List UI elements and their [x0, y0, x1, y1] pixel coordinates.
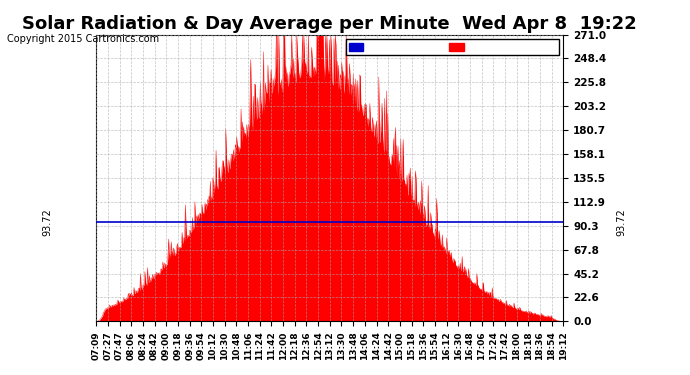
Text: 93.72: 93.72: [43, 209, 52, 236]
Text: Copyright 2015 Cartronics.com: Copyright 2015 Cartronics.com: [7, 34, 159, 44]
Text: 93.72: 93.72: [617, 209, 627, 236]
Title: Solar Radiation & Day Average per Minute  Wed Apr 8  19:22: Solar Radiation & Day Average per Minute…: [22, 15, 637, 33]
Legend: Median (w/m2), Radiation (w/m2): Median (w/m2), Radiation (w/m2): [346, 39, 558, 55]
